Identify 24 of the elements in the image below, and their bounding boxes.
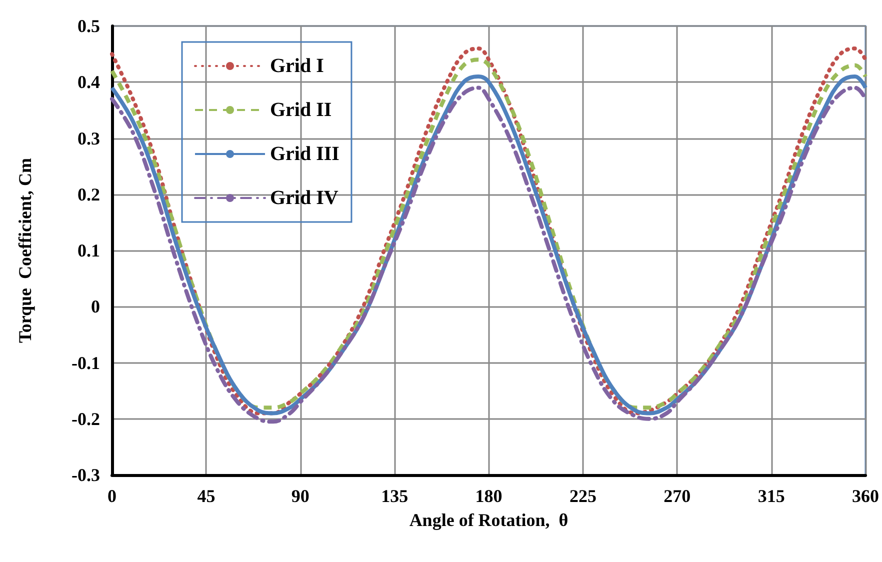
x-tick-label: 270: [664, 486, 691, 506]
x-tick-label: 180: [475, 486, 502, 506]
x-tick-label: 315: [758, 486, 785, 506]
y-tick-label: -0.1: [72, 352, 100, 373]
y-tick-label: -0.3: [72, 465, 100, 485]
x-tick-label: 360: [852, 486, 879, 506]
x-tick-label: 45: [197, 486, 216, 506]
y-tick-label: 0.5: [78, 16, 100, 36]
y-tick-label: -0.2: [72, 408, 100, 429]
x-tick-label: 135: [381, 486, 408, 506]
y-axis-title: Torque Coefficient, Cm: [15, 158, 35, 343]
x-tick-label: 90: [291, 486, 310, 506]
y-tick-label: 0.3: [78, 128, 100, 148]
x-axis-title: Angle of Rotation, θ: [409, 510, 568, 530]
y-tick-label: 0.4: [78, 72, 100, 92]
y-tick-label: 0.1: [78, 240, 100, 260]
x-tick-label: 225: [569, 486, 596, 506]
legend-label: Grid IV: [270, 187, 339, 209]
legend-label: Grid III: [270, 143, 340, 165]
legend-label: Grid I: [270, 55, 324, 77]
y-tick-label: 0.2: [78, 184, 100, 204]
legend-label: Grid II: [270, 99, 332, 121]
x-tick-label: 0: [108, 486, 116, 506]
y-tick-label: 0: [91, 296, 100, 317]
